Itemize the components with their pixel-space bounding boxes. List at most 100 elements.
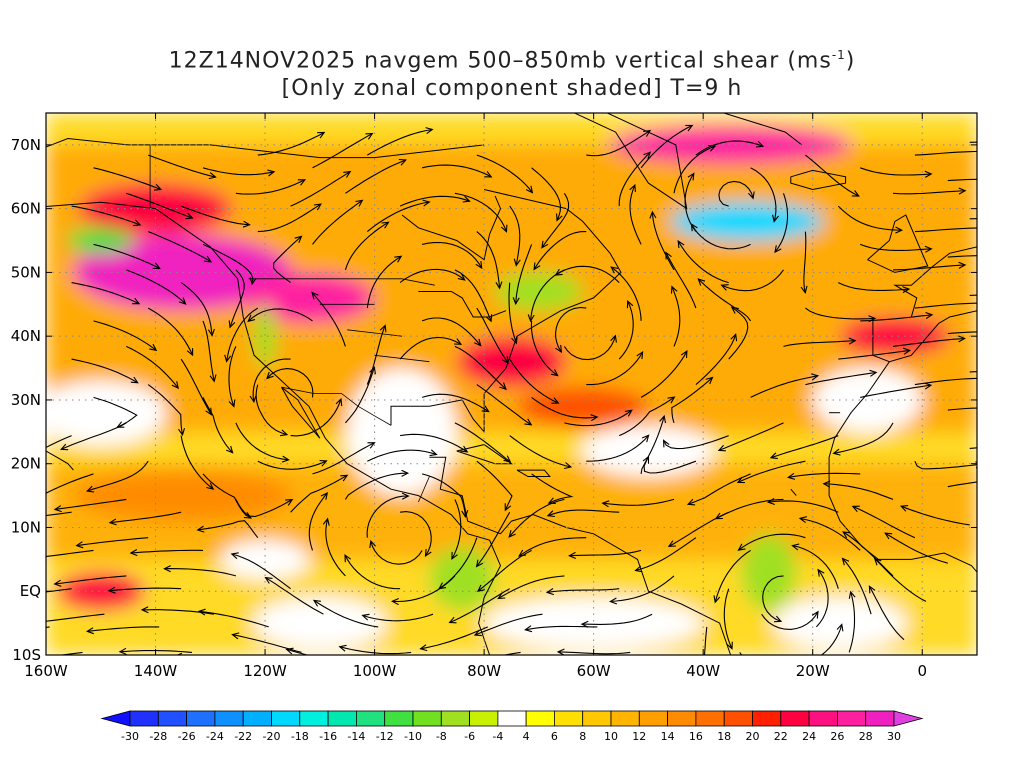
streamline bbox=[454, 345, 507, 390]
streamline-arrowhead bbox=[152, 262, 161, 269]
streamline bbox=[438, 537, 478, 590]
streamline-arrowhead bbox=[981, 149, 987, 155]
streamline-arrowhead bbox=[832, 448, 841, 456]
streamline-arrowhead bbox=[1013, 179, 1020, 185]
streamline bbox=[362, 613, 434, 622]
colorbar-box bbox=[412, 710, 442, 727]
streamline-arrowhead bbox=[791, 543, 800, 551]
streamline-arrowhead bbox=[340, 474, 349, 482]
colorbar-box bbox=[129, 710, 159, 727]
streamline bbox=[547, 509, 620, 517]
streamline-arrowhead bbox=[322, 517, 330, 526]
streamline-arrowhead bbox=[981, 225, 987, 231]
streamline-arrowhead bbox=[667, 396, 676, 404]
streamline-arrowhead bbox=[714, 512, 723, 520]
colorbar-label: 24 bbox=[802, 730, 816, 743]
streamline bbox=[663, 435, 729, 450]
streamline-arrowhead bbox=[451, 551, 458, 561]
streamline bbox=[508, 282, 517, 344]
streamline-arrowhead bbox=[580, 620, 589, 628]
streamline-arrowhead bbox=[294, 235, 303, 244]
streamline-arrowhead bbox=[311, 291, 319, 300]
coastline bbox=[390, 189, 622, 434]
streamline-arrowhead bbox=[422, 199, 431, 207]
streamline-arrowhead bbox=[369, 539, 377, 549]
streamline bbox=[202, 473, 252, 519]
streamline-arrowhead bbox=[140, 606, 149, 614]
streamline-arrowhead bbox=[473, 629, 482, 637]
streamline bbox=[46, 473, 94, 494]
streamline-arrowhead bbox=[206, 482, 215, 490]
political-border bbox=[418, 476, 430, 503]
streamline bbox=[530, 320, 559, 377]
colorbar-box bbox=[271, 710, 301, 727]
streamline-arrowhead bbox=[533, 262, 541, 271]
streamline bbox=[147, 231, 212, 263]
streamline-arrowhead bbox=[590, 414, 599, 422]
streamline bbox=[728, 306, 749, 360]
streamline bbox=[109, 511, 182, 524]
colorbar-label: -20 bbox=[263, 730, 281, 743]
shear-region bbox=[741, 533, 797, 611]
streamline-arrowhead bbox=[475, 261, 483, 270]
colorbar-label: 26 bbox=[830, 730, 844, 743]
streamline-arrowhead bbox=[687, 172, 695, 181]
streamline bbox=[503, 664, 575, 667]
streamline bbox=[235, 179, 306, 195]
streamline bbox=[868, 586, 905, 641]
streamline bbox=[969, 371, 977, 373]
colorbar-box bbox=[808, 710, 838, 727]
lat-tick-label: 40N bbox=[11, 327, 41, 345]
streamline-arrowhead bbox=[836, 623, 844, 632]
streamline-arrowhead bbox=[851, 505, 860, 513]
streamline-arrowhead bbox=[281, 455, 290, 463]
streamline-arrowhead bbox=[312, 599, 321, 607]
streamline bbox=[290, 474, 348, 513]
streamline bbox=[947, 331, 977, 335]
streamline bbox=[792, 545, 839, 589]
colorbar-box bbox=[554, 710, 584, 727]
streamline bbox=[687, 473, 751, 505]
streamline-arrowhead bbox=[228, 399, 236, 408]
streamline-arrowhead bbox=[730, 333, 738, 342]
streamline bbox=[750, 375, 819, 398]
streamline-arrowhead bbox=[266, 371, 274, 380]
streamline-arrowhead bbox=[527, 314, 535, 323]
streamline-arrowhead bbox=[185, 212, 194, 220]
colorbar-label: -22 bbox=[234, 730, 252, 743]
streamline-arrowhead bbox=[649, 210, 657, 219]
colorbar-label: 22 bbox=[774, 730, 788, 743]
shear-region bbox=[67, 227, 134, 254]
streamline-arrowhead bbox=[798, 516, 807, 524]
streamline-arrowhead bbox=[641, 434, 650, 443]
shear-region bbox=[254, 304, 277, 369]
colorbar-label: -8 bbox=[436, 730, 447, 743]
streamline-arrowhead bbox=[379, 324, 387, 333]
streamline bbox=[586, 434, 650, 462]
colorbar-box bbox=[157, 710, 188, 727]
streamline bbox=[518, 537, 587, 557]
colorbar-box bbox=[214, 710, 244, 727]
colorbar-arrow-right bbox=[893, 710, 924, 727]
streamline-arrowhead bbox=[317, 131, 326, 139]
streamline-arrowhead bbox=[28, 494, 35, 500]
streamline-arrowhead bbox=[0, 593, 6, 599]
streamline-arrowhead bbox=[667, 540, 676, 548]
streamline-arrowhead bbox=[924, 170, 933, 178]
streamline-arrowhead bbox=[313, 203, 322, 211]
political-border bbox=[347, 329, 403, 337]
streamline bbox=[344, 472, 408, 500]
streamline-arrowhead bbox=[453, 338, 463, 345]
streamline-arrowhead bbox=[696, 680, 702, 687]
streamline-arrowhead bbox=[75, 541, 84, 549]
streamline-arrowhead bbox=[475, 559, 484, 568]
streamline bbox=[969, 447, 977, 449]
streamline-arrowhead bbox=[477, 584, 485, 592]
colorbar-box bbox=[497, 710, 527, 727]
streamline bbox=[202, 167, 275, 176]
lon-tick-label: 0 bbox=[917, 662, 927, 680]
streamline bbox=[533, 231, 587, 270]
streamline-arrowhead bbox=[355, 199, 364, 207]
streamline-arrowhead bbox=[626, 300, 634, 309]
streamline-arrowhead bbox=[0, 516, 6, 522]
